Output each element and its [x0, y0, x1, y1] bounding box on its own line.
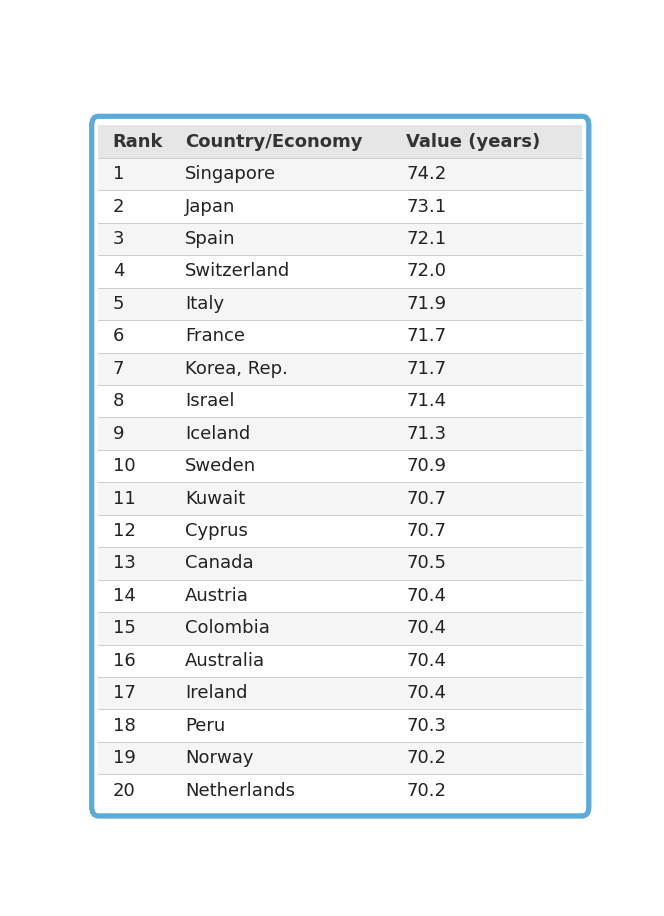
Text: 70.7: 70.7	[406, 489, 446, 507]
Text: 16: 16	[113, 652, 135, 670]
Bar	[98, 158, 582, 191]
Text: 8: 8	[113, 392, 124, 410]
Text: Ireland: Ireland	[185, 684, 248, 703]
Bar	[98, 742, 582, 774]
Text: Kuwait: Kuwait	[185, 489, 245, 507]
Text: 11: 11	[113, 489, 135, 507]
Text: 70.3: 70.3	[406, 716, 446, 735]
Text: 71.3: 71.3	[406, 425, 446, 442]
Text: Spain: Spain	[185, 230, 236, 248]
Text: 1: 1	[113, 165, 124, 183]
Text: 7: 7	[113, 360, 124, 377]
Text: 10: 10	[113, 457, 135, 475]
Bar	[98, 612, 582, 645]
Bar	[98, 774, 582, 807]
Text: Iceland: Iceland	[185, 425, 250, 442]
Bar	[98, 191, 582, 223]
Bar	[98, 580, 582, 612]
Text: 70.4: 70.4	[406, 619, 446, 638]
Bar	[98, 256, 582, 288]
Bar	[98, 385, 582, 418]
Bar	[98, 288, 582, 320]
Text: 71.9: 71.9	[406, 295, 446, 313]
Text: Israel: Israel	[185, 392, 234, 410]
Bar	[98, 418, 582, 450]
Text: 70.9: 70.9	[406, 457, 446, 475]
Text: 6: 6	[113, 327, 124, 345]
Text: 74.2: 74.2	[406, 165, 446, 183]
Text: Sweden: Sweden	[185, 457, 256, 475]
Text: 17: 17	[113, 684, 135, 703]
Text: 70.4: 70.4	[406, 587, 446, 605]
Text: Switzerland: Switzerland	[185, 263, 290, 280]
Text: 14: 14	[113, 587, 135, 605]
Bar	[98, 677, 582, 710]
Text: France: France	[185, 327, 245, 345]
Bar	[98, 223, 582, 256]
Bar	[98, 125, 582, 158]
Bar	[98, 483, 582, 515]
Text: 71.4: 71.4	[406, 392, 446, 410]
Text: Colombia: Colombia	[185, 619, 270, 638]
Text: 72.0: 72.0	[406, 263, 446, 280]
Text: 70.2: 70.2	[406, 781, 446, 800]
Text: 20: 20	[113, 781, 135, 800]
Text: 4: 4	[113, 263, 124, 280]
Text: Austria: Austria	[185, 587, 249, 605]
Text: 73.1: 73.1	[406, 198, 446, 215]
Text: 2: 2	[113, 198, 124, 215]
Bar	[98, 645, 582, 677]
Text: 13: 13	[113, 554, 135, 572]
Bar	[98, 353, 582, 385]
Text: 3: 3	[113, 230, 124, 248]
Text: 5: 5	[113, 295, 124, 313]
Text: 71.7: 71.7	[406, 327, 446, 345]
Bar	[98, 450, 582, 483]
Text: Rank: Rank	[113, 133, 163, 150]
Bar	[98, 515, 582, 547]
Text: 70.5: 70.5	[406, 554, 446, 572]
Text: Country/Economy: Country/Economy	[185, 133, 363, 150]
Bar	[98, 710, 582, 742]
Text: Netherlands: Netherlands	[185, 781, 295, 800]
Text: Australia: Australia	[185, 652, 265, 670]
Text: Japan: Japan	[185, 198, 235, 215]
Text: 19: 19	[113, 749, 135, 767]
Text: 71.7: 71.7	[406, 360, 446, 377]
Text: Canada: Canada	[185, 554, 254, 572]
Text: 18: 18	[113, 716, 135, 735]
Text: 70.7: 70.7	[406, 522, 446, 540]
Text: Korea, Rep.: Korea, Rep.	[185, 360, 288, 377]
Text: 70.4: 70.4	[406, 652, 446, 670]
Text: Italy: Italy	[185, 295, 224, 313]
Text: 70.4: 70.4	[406, 684, 446, 703]
Text: Value (years): Value (years)	[406, 133, 540, 150]
Text: 70.2: 70.2	[406, 749, 446, 767]
Text: Singapore: Singapore	[185, 165, 276, 183]
Text: Peru: Peru	[185, 716, 225, 735]
Text: Cyprus: Cyprus	[185, 522, 248, 540]
Bar	[98, 320, 582, 353]
Text: 15: 15	[113, 619, 135, 638]
Text: 9: 9	[113, 425, 124, 442]
Bar	[98, 547, 582, 580]
Text: 12: 12	[113, 522, 135, 540]
Text: 72.1: 72.1	[406, 230, 446, 248]
Text: Norway: Norway	[185, 749, 254, 767]
